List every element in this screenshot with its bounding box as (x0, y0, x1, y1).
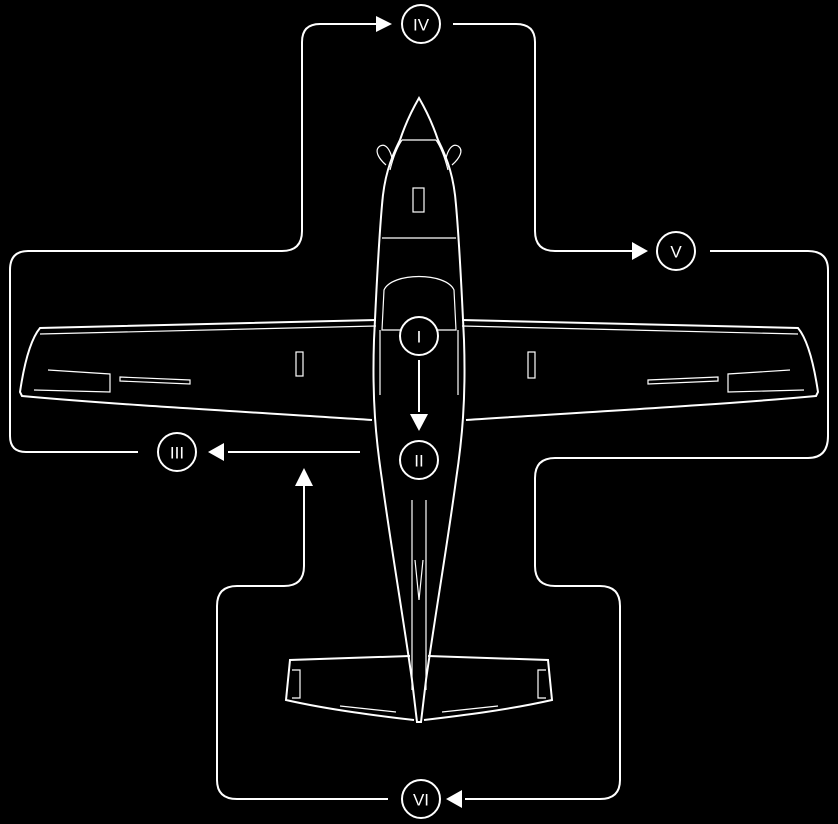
left-wing-tank (295, 351, 304, 377)
route-segment-iv-v (453, 23, 640, 252)
right-flap-mark (647, 376, 719, 385)
marker-iv: IV (401, 4, 441, 44)
marker-v: V (656, 231, 696, 271)
elevator-trim-lines (339, 705, 499, 713)
arrow-to-iii-icon (208, 443, 224, 461)
cowl-inlet (412, 187, 425, 213)
left-wing (18, 319, 377, 421)
left-elevator-tip (292, 669, 301, 699)
marker-vi-label: VI (413, 791, 429, 810)
route-segment-v-vi (465, 250, 829, 800)
left-flap-mark (119, 376, 191, 385)
right-wing (461, 319, 820, 421)
arrow-to-vi-icon (446, 790, 462, 808)
arrow-to-v-icon (632, 242, 648, 260)
left-aileron (33, 369, 111, 393)
arrow-down-icon (410, 414, 428, 431)
marker-v-label: V (670, 243, 682, 262)
marker-iv-label: IV (413, 16, 430, 35)
marker-ii-label: II (414, 452, 423, 471)
right-wing-tank (527, 351, 536, 379)
right-wing-leading-line (461, 325, 799, 335)
exhaust-right (445, 144, 462, 166)
tailcone-detail (414, 559, 424, 601)
tailcone-lines (411, 500, 427, 690)
route-segment-vi-end (216, 485, 388, 800)
marker-iii: III (157, 432, 197, 472)
cowl-curves (389, 139, 449, 171)
right-elevator-tip (537, 669, 546, 699)
exhaust-left (376, 144, 393, 166)
aircraft-outline (18, 96, 820, 723)
right-stabilizer (423, 655, 554, 721)
left-stabilizer (284, 655, 415, 721)
inspection-route (9, 16, 829, 808)
marker-i-label: I (417, 328, 422, 347)
canopy (381, 275, 457, 331)
marker-ii: II (399, 440, 439, 480)
arrow-to-iv-icon (376, 16, 392, 32)
left-wing-leading-line (39, 325, 377, 335)
marker-vi: VI (401, 779, 441, 819)
cabin-sides (379, 330, 459, 395)
route-segment-iii-iv (9, 23, 385, 453)
arrow-up-icon (295, 468, 313, 486)
right-aileron (727, 369, 805, 393)
fuselage (372, 96, 466, 723)
marker-iii-label: III (170, 444, 184, 463)
marker-i: I (399, 316, 439, 356)
